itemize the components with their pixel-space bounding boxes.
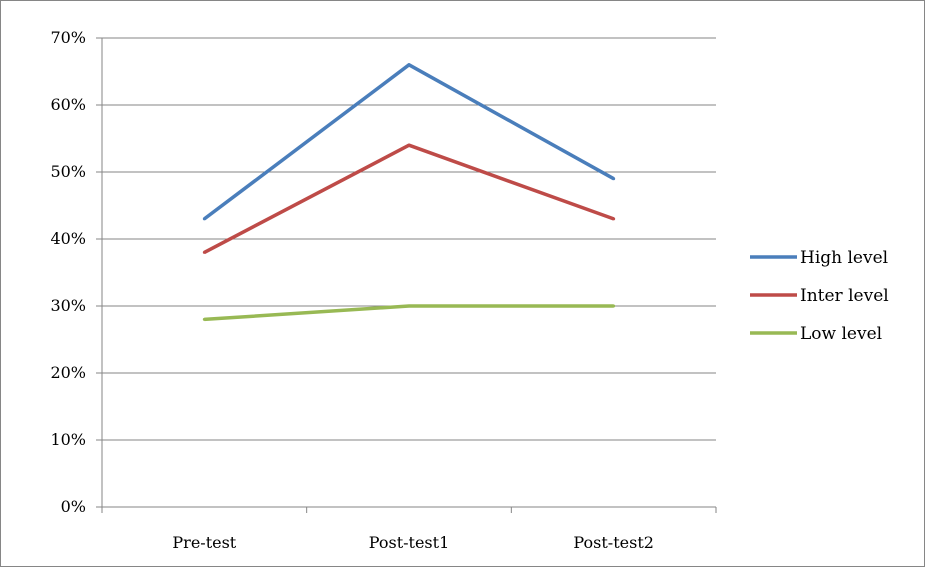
y-tick-label: 50% [50, 162, 86, 181]
legend-label: Inter level [800, 286, 889, 306]
x-tick-label: Post-test1 [369, 533, 450, 552]
x-tick-label: Pre-test [172, 533, 236, 552]
data-point [407, 143, 411, 147]
data-point [202, 217, 206, 221]
legend-label: Low level [800, 324, 882, 344]
y-tick-label: 60% [50, 95, 86, 114]
data-point [612, 304, 616, 308]
y-tick-label: 40% [50, 229, 86, 248]
data-point [407, 63, 411, 67]
x-tick-label: Post-test2 [573, 533, 654, 552]
y-tick-label: 0% [61, 497, 86, 516]
y-tick-label: 20% [50, 363, 86, 382]
y-tick-label: 70% [50, 28, 86, 47]
legend-label: High level [800, 248, 888, 268]
y-tick-label: 10% [50, 430, 86, 449]
data-point [202, 250, 206, 254]
data-point [407, 304, 411, 308]
data-point [202, 317, 206, 321]
data-point [612, 217, 616, 221]
data-point [612, 177, 616, 181]
series-line-2 [203, 143, 615, 254]
y-tick-label: 30% [50, 296, 86, 315]
series-line-3 [204, 304, 614, 322]
